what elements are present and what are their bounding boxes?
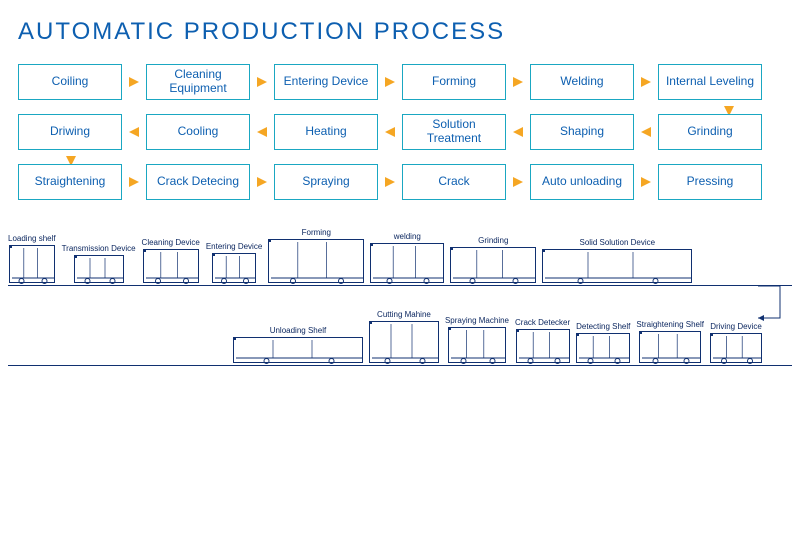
machine-label: Unloading Shelf <box>270 326 326 335</box>
return-line <box>8 290 792 310</box>
arrow-right-icon <box>250 175 274 189</box>
machine-label: Entering Device <box>206 242 262 251</box>
flow-node: Cooling <box>146 114 250 150</box>
machine-box <box>542 249 692 283</box>
page-title: AUTOMATIC PRODUCTION PROCESS <box>0 0 800 46</box>
machine-box <box>369 321 439 363</box>
machine-label: Solid Solution Device <box>579 238 655 247</box>
machine-label: Crack Detecker <box>515 318 570 327</box>
machine-box <box>233 337 363 363</box>
machine-box <box>576 333 630 363</box>
machine-unit: Cleaning Device <box>142 238 200 283</box>
arrow-right-icon <box>250 75 274 89</box>
flow-node: Forming <box>402 64 506 100</box>
machine-label: Cutting Mahine <box>377 310 431 319</box>
machine-box <box>212 253 256 283</box>
machine-unit: Transmission Device <box>62 244 136 283</box>
arrow-left-icon <box>122 125 146 139</box>
machine-label: Transmission Device <box>62 244 136 253</box>
flow-node: Coiling <box>18 64 122 100</box>
machine-label: Spraying Machine <box>445 316 509 325</box>
machine-unit: Grinding <box>450 236 536 283</box>
flow-row: Straightening Crack Detecing Spraying Crack… <box>18 164 782 200</box>
flow-node: Heating <box>274 114 378 150</box>
machine-box <box>450 247 536 283</box>
machine-box <box>268 239 364 283</box>
flow-node: Straightening <box>18 164 122 200</box>
machine-box <box>710 333 762 363</box>
machine-box <box>9 245 55 283</box>
machine-unit: Solid Solution Device <box>542 238 692 283</box>
machine-unit: Driving Device <box>710 322 762 363</box>
arrow-right-icon <box>122 175 146 189</box>
flow-node: Driwing <box>18 114 122 150</box>
flow-node: Entering Device <box>274 64 378 100</box>
machine-unit: welding <box>370 232 444 283</box>
machine-box <box>74 255 124 283</box>
machine-unit: Detecting Shelf <box>576 322 630 363</box>
machine-label: Forming <box>302 228 331 237</box>
machinery-row-1: Loading shelf Transmission Device Cleani… <box>8 228 792 286</box>
flow-node: Crack Detecing <box>146 164 250 200</box>
machine-label: welding <box>394 232 421 241</box>
flow-node: Internal Leveling <box>658 64 762 100</box>
arrow-right-icon <box>122 75 146 89</box>
machine-unit: Straightening Shelf <box>636 320 704 363</box>
arrow-right-icon <box>634 75 658 89</box>
machine-label: Detecting Shelf <box>576 322 630 331</box>
arrow-right-icon <box>634 175 658 189</box>
arrow-right-icon <box>378 75 402 89</box>
flow-node: Crack <box>402 164 506 200</box>
machine-label: Straightening Shelf <box>636 320 704 329</box>
arrow-right-icon <box>378 175 402 189</box>
arrow-right-icon <box>506 175 530 189</box>
machine-box <box>143 249 199 283</box>
process-flow: Coiling Cleaning Equipment Entering Device… <box>0 46 800 200</box>
machine-unit: Entering Device <box>206 242 262 283</box>
flow-node: Auto unloading <box>530 164 634 200</box>
flow-node: Grinding <box>658 114 762 150</box>
machine-unit: Spraying Machine <box>445 316 509 363</box>
arrow-left-icon <box>634 125 658 139</box>
machine-box <box>516 329 570 363</box>
machine-unit: Loading shelf <box>8 234 56 283</box>
machine-box <box>448 327 506 363</box>
machine-box <box>370 243 444 283</box>
machine-unit: Unloading Shelf <box>233 326 363 363</box>
arrow-left-icon <box>378 125 402 139</box>
arrow-right-icon <box>506 75 530 89</box>
flow-node: Solution Treatment <box>402 114 506 150</box>
flow-row: Coiling Cleaning Equipment Entering Device… <box>18 64 782 100</box>
flow-node: Welding <box>530 64 634 100</box>
flow-node: Cleaning Equipment <box>146 64 250 100</box>
flow-node: Spraying <box>274 164 378 200</box>
arrow-left-icon <box>506 125 530 139</box>
machinery-row-2: Unloading Shelf Cutting Mahine Spraying … <box>8 310 792 366</box>
flow-row: Driwing Cooling Heating Solution Treatment S… <box>18 114 782 150</box>
machine-label: Grinding <box>478 236 508 245</box>
machine-label: Loading shelf <box>8 234 56 243</box>
machine-label: Cleaning Device <box>142 238 200 247</box>
machine-unit: Forming <box>268 228 364 283</box>
machine-box <box>639 331 701 363</box>
machine-unit: Cutting Mahine <box>369 310 439 363</box>
machine-unit: Crack Detecker <box>515 318 570 363</box>
flow-node: Shaping <box>530 114 634 150</box>
flow-node: Pressing <box>658 164 762 200</box>
arrow-left-icon <box>250 125 274 139</box>
machinery-diagram: Loading shelf Transmission Device Cleani… <box>0 214 800 366</box>
